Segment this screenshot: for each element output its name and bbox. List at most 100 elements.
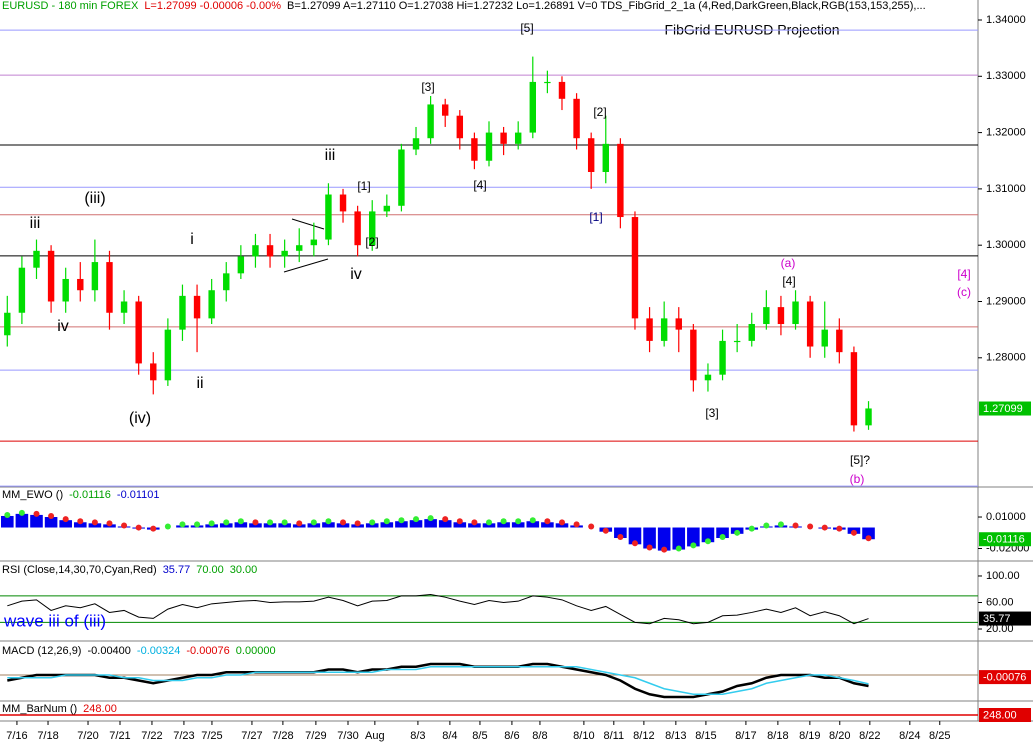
wave-label: iii: [30, 215, 41, 232]
candle-body: [821, 329, 828, 347]
ewo-dot: [369, 519, 376, 526]
x-tick-label: 7/28: [272, 730, 293, 742]
candle-body: [47, 250, 55, 302]
ewo-bar: [263, 523, 277, 528]
x-tick-label: 8/3: [410, 730, 425, 742]
candle-body: [573, 98, 580, 139]
x-tick-label: 8/22: [859, 730, 880, 742]
ewo-bar: [701, 527, 715, 543]
candle-body: [4, 312, 11, 336]
candle-body: [514, 132, 522, 144]
ewo-bar: [409, 520, 423, 528]
value-box-label: 1.27099: [983, 403, 1023, 415]
value-box-label: -0.01116: [983, 534, 1025, 546]
ewo-dot: [617, 534, 624, 541]
ewo-bar: [453, 522, 467, 528]
wave-label: [1]: [357, 179, 370, 193]
candle-body: [296, 245, 303, 251]
ewo-dot: [807, 523, 814, 530]
ewo-dot: [281, 519, 288, 526]
candle-body: [733, 340, 741, 343]
header-part: B=1.27099 A=1.27110 O=1.27038 Hi=1.27232…: [287, 0, 926, 12]
candle-body: [310, 239, 318, 246]
x-tick-label: 7/27: [241, 730, 262, 742]
x-tick-label: Aug: [365, 730, 385, 742]
y-tick-label: 1.34000: [986, 14, 1026, 26]
candle-body: [193, 295, 201, 319]
x-tick-label: 7/22: [141, 730, 162, 742]
x-tick-label: 8/10: [573, 730, 594, 742]
panel-header: RSI (Close,14,30,70,Cyan,Red) 35.77 70.00 3…: [2, 564, 257, 576]
ewo-bar: [307, 523, 321, 528]
ewo-dot: [325, 518, 332, 525]
wave-label: (iii): [84, 190, 105, 207]
wave-label: iv: [350, 266, 362, 283]
value-box: [979, 611, 1031, 626]
candle-body: [719, 340, 726, 375]
ewo-bar: [380, 522, 394, 528]
candle-body: [252, 245, 259, 257]
wave-label: [4]: [473, 178, 486, 192]
ewo-dot: [237, 518, 244, 525]
x-tick-label: 8/11: [604, 730, 625, 742]
ewo-dot: [398, 517, 405, 524]
ewo-bar: [687, 527, 700, 547]
candle-body: [266, 245, 274, 257]
candle-body: [179, 295, 186, 330]
candle-body: [456, 115, 464, 139]
ewo-dot: [4, 511, 11, 518]
candle-body: [325, 194, 332, 240]
ewo-dot: [33, 510, 40, 517]
ewo-dot: [48, 513, 55, 520]
ewo-dot: [763, 522, 770, 529]
wave-note: wave iii of (iii): [3, 611, 106, 630]
trend-line: [291, 218, 325, 230]
ewo-dot: [792, 522, 799, 529]
ewo-dot: [631, 540, 638, 547]
ewo-dot: [734, 529, 741, 536]
header-part: 35.77: [163, 564, 191, 576]
value-box: [979, 708, 1031, 722]
ewo-dot: [602, 527, 609, 534]
ewo-dot: [179, 521, 186, 528]
y-tick-label: 0.01000: [986, 511, 1026, 523]
ewo-dot: [704, 538, 711, 545]
panel-header: MACD (12,26,9) -0.00400 -0.00324 -0.00076 0.…: [2, 645, 276, 657]
ewo-dot: [500, 518, 507, 525]
value-box: [979, 532, 1031, 547]
candle-body: [33, 250, 40, 268]
x-tick-label: 7/21: [109, 730, 130, 742]
candle-body: [544, 81, 551, 84]
candle-body: [77, 278, 84, 291]
x-tick-label: 8/19: [799, 730, 820, 742]
y-tick-label: 1.31000: [986, 183, 1026, 195]
x-tick-label: 8/20: [829, 730, 850, 742]
candle-body: [777, 307, 785, 325]
ewo-dot: [661, 546, 668, 553]
ewo-dot: [413, 516, 420, 523]
ewo-bar: [672, 527, 686, 550]
wave-label: [5]: [520, 21, 533, 35]
panel-header: MM_BarNum () 248.00: [2, 703, 117, 715]
y-tick-label: 1.32000: [986, 126, 1026, 138]
ewo-dot: [150, 525, 157, 532]
candle-body: [164, 329, 172, 381]
candle-body: [748, 324, 755, 341]
ewo-bar: [657, 527, 671, 551]
x-tick-label: 8/25: [929, 730, 950, 742]
candle-body: [281, 250, 288, 257]
ewo-dot: [456, 518, 463, 525]
x-tick-label: 8/8: [532, 730, 547, 742]
x-tick-label: 8/12: [633, 730, 654, 742]
candle-body: [485, 132, 493, 161]
candle-body: [865, 408, 872, 426]
candle-body: [369, 211, 376, 246]
candle-body: [690, 329, 697, 381]
wave-label: [4]: [957, 267, 970, 281]
x-tick-label: 8/15: [695, 730, 716, 742]
ewo-bar: [88, 523, 102, 528]
ewo-dot: [865, 535, 872, 542]
ewo-dot: [91, 519, 98, 526]
header-part: -0.00324: [137, 645, 180, 657]
macd-line: [7, 662, 869, 699]
